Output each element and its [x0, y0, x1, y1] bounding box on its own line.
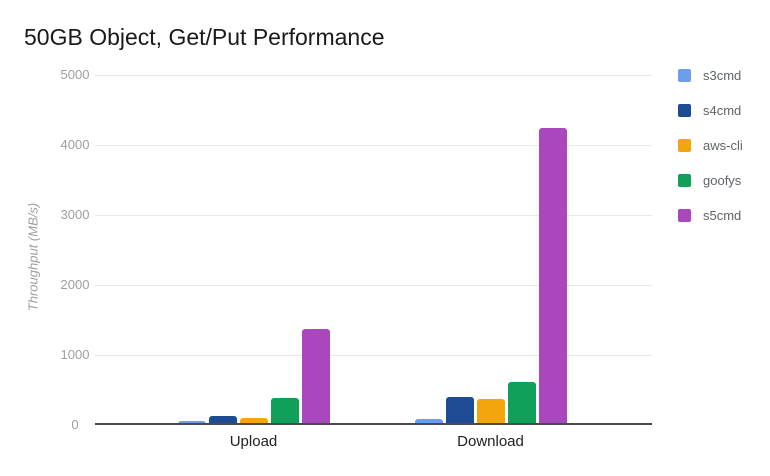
- legend-item-s3cmd: s3cmd: [678, 67, 743, 83]
- legend-label-s3cmd: s3cmd: [703, 67, 742, 83]
- bar-download-goofys[interactable]: [507, 381, 536, 425]
- bar-upload-goofys[interactable]: [270, 398, 299, 425]
- gridline-5000: [95, 75, 652, 76]
- y-tick-label-2000: 2000: [60, 277, 90, 292]
- chart-title: 50GB Object, Get/Put Performance: [24, 24, 385, 50]
- gridline-2000: [95, 285, 652, 286]
- legend-swatch-aws-cli: [678, 138, 691, 152]
- legend-item-s4cmd: s4cmd: [678, 102, 743, 118]
- y-tick-label-4000: 4000: [60, 137, 90, 152]
- bar-download-s3cmd[interactable]: [414, 419, 443, 425]
- legend-label-goofys: goofys: [703, 172, 742, 188]
- legend-item-goofys: goofys: [678, 172, 743, 188]
- gridline-3000: [95, 215, 652, 216]
- bar-upload-s5cmd[interactable]: [301, 328, 330, 425]
- y-tick-label-1000: 1000: [60, 347, 90, 362]
- x-axis-line: [95, 423, 652, 425]
- legend-item-aws-cli: aws-cli: [678, 137, 743, 153]
- x-label-download: Download: [457, 433, 524, 450]
- bar-upload-s4cmd[interactable]: [208, 416, 237, 425]
- bar-download-s4cmd[interactable]: [445, 397, 474, 425]
- legend-label-s5cmd: s5cmd: [703, 207, 742, 223]
- legend-swatch-s4cmd: [678, 103, 691, 117]
- y-tick-label-5000: 5000: [60, 67, 90, 82]
- gridline-1000: [95, 355, 652, 356]
- bar-download-aws-cli[interactable]: [476, 399, 505, 425]
- legend-swatch-s5cmd: [678, 208, 691, 222]
- legend-swatch-s3cmd: [678, 68, 691, 82]
- legend-swatch-goofys: [678, 173, 691, 187]
- legend-label-s4cmd: s4cmd: [703, 102, 742, 118]
- legend-label-aws-cli: aws-cli: [703, 137, 743, 153]
- legend: s3cmd s4cmd aws-cli goofys s5cmd: [678, 68, 743, 243]
- y-tick-label-0: 0: [71, 417, 79, 432]
- y-tick-label-3000: 3000: [60, 207, 90, 222]
- bar-upload-aws-cli[interactable]: [239, 418, 268, 425]
- gridline-4000: [95, 145, 652, 146]
- x-label-upload: Upload: [229, 433, 278, 450]
- plot-area: [95, 75, 652, 425]
- y-axis-title: Throughput (MB/s): [25, 202, 41, 312]
- bar-download-s5cmd[interactable]: [538, 127, 567, 425]
- legend-item-s5cmd: s5cmd: [678, 207, 743, 223]
